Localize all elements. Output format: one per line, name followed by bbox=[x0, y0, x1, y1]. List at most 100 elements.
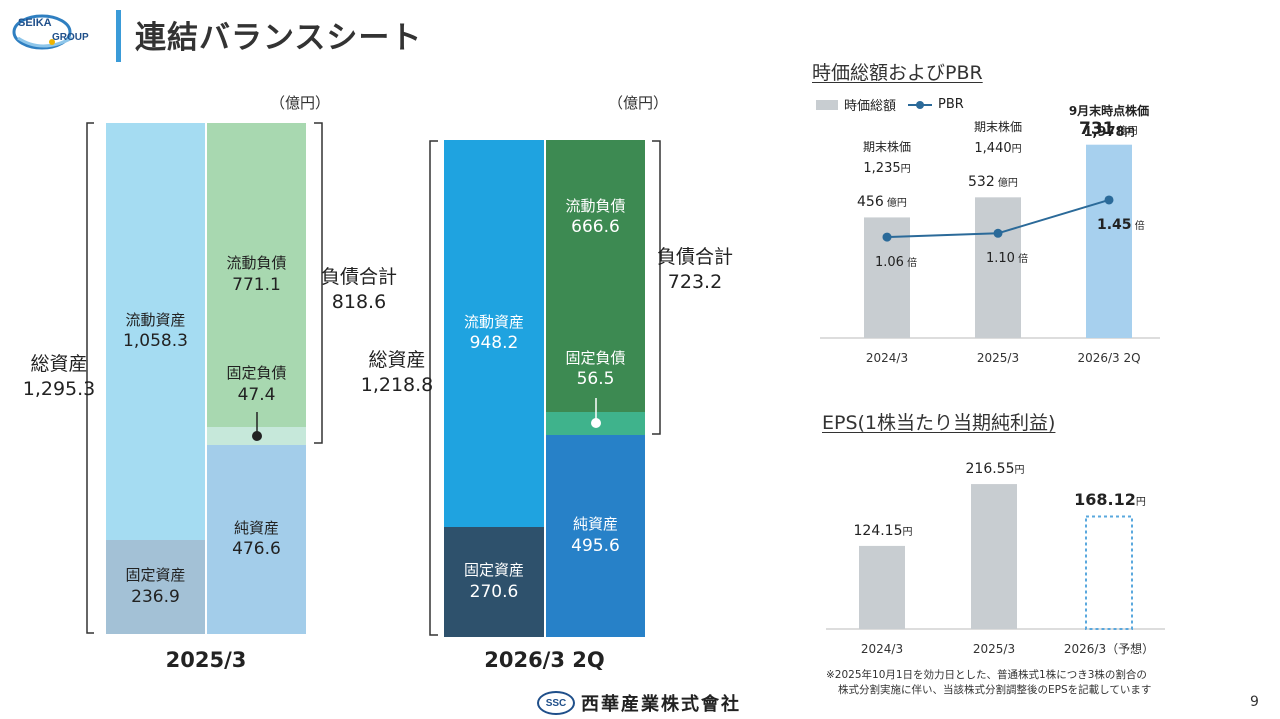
bs1-unit: （億円） bbox=[270, 94, 331, 112]
market-cap-value-label: 456 億円 bbox=[857, 194, 907, 211]
bs2-fixed-assets-label: 固定資産 bbox=[463, 561, 524, 580]
bs1-fixed-assets: 固定資産 236.9 bbox=[106, 540, 205, 634]
stock-price-label: 期末株価 bbox=[862, 140, 911, 155]
bs1-current-assets-label: 流動資産 bbox=[125, 310, 186, 329]
eps-bar bbox=[859, 545, 905, 629]
bs2-current-assets: 流動資産 948.2 bbox=[444, 140, 544, 527]
mc-x-label: 2024/3 bbox=[866, 351, 908, 365]
highlight-price-block: 9月末時点株価 1,978円 bbox=[1054, 103, 1164, 142]
eps-x-label: 2025/3 bbox=[973, 642, 1015, 656]
pbr-value-label: 1.06 倍 bbox=[875, 255, 918, 271]
bs1-total-liab-label: 負債合計 bbox=[320, 266, 397, 288]
bs2-total-liabilities: 負債合計 723.2 bbox=[650, 245, 740, 294]
legend-line-swatch bbox=[908, 100, 933, 109]
eps-value-label: 168.12円 bbox=[1074, 490, 1146, 510]
pbr-point bbox=[1104, 195, 1114, 205]
bs2-net-assets: 純資産 495.6 bbox=[546, 435, 645, 637]
mc-x-label: 2025/3 bbox=[977, 351, 1019, 365]
logo-text-bottom: GROUP bbox=[52, 32, 89, 43]
bs2-total-assets-value: 1,218.8 bbox=[360, 373, 434, 396]
bs2-assets-bracket bbox=[429, 140, 438, 636]
legend-line-label: PBR bbox=[938, 97, 964, 112]
legend-bar-label: 時価総額 bbox=[844, 99, 897, 114]
market-cap-legend: 時価総額 PBR bbox=[816, 95, 964, 114]
pbr-value-label: 1.10 倍 bbox=[986, 251, 1029, 267]
bs1-assets-bracket bbox=[86, 122, 94, 634]
bs1-fixed-liabilities: 固定負債 47.4 bbox=[207, 360, 306, 410]
bs1-fixed-liab-pointer bbox=[252, 412, 262, 441]
page-title: 連結バランスシート bbox=[135, 20, 423, 56]
company-name: 西華産業株式會社 bbox=[581, 694, 741, 715]
market-cap-bar bbox=[975, 197, 1021, 338]
seika-group-logo: SEIKA GROUP bbox=[12, 8, 107, 54]
market-cap-labels: 456 億円 1.06 倍 期末株価 1,235円 532 億円 1.10 倍 期末株価 1,… bbox=[805, 100, 1165, 380]
bs1-net-assets-label: 純資産 bbox=[233, 518, 279, 537]
bs2-caption: 2026/3 2Q bbox=[484, 648, 605, 672]
bs1-fixed-liab-value: 47.4 bbox=[237, 384, 276, 405]
bs2-current-liab-label: 流動負債 bbox=[565, 197, 626, 215]
eps-value-label: 124.15円 bbox=[853, 522, 913, 539]
eps-labels: 124.15円 216.55円 168.12円 bbox=[822, 440, 1167, 670]
bs2-total-liab-label: 負債合計 bbox=[656, 246, 733, 268]
stock-price-label: 期末株価 bbox=[973, 120, 1022, 135]
eps-bar bbox=[971, 484, 1017, 629]
eps-value-label: 216.55円 bbox=[965, 461, 1025, 478]
eps-x-label: 2024/3 bbox=[861, 642, 903, 656]
bs1-net-assets-value: 476.6 bbox=[232, 539, 281, 560]
pbr-point bbox=[993, 228, 1003, 238]
eps-note: ※2025年10月1日を効力日とした、普通株式1株につき3株の割合の 株式分割実… bbox=[826, 668, 1151, 697]
bs1-total-liabilities: 負債合計 818.6 bbox=[314, 265, 404, 314]
bs1-fixed-liab-label: 固定負債 bbox=[226, 364, 287, 383]
bs1-net-assets: 純資産 476.6 bbox=[207, 445, 306, 634]
bs1-current-assets-value: 1,058.3 bbox=[123, 331, 188, 352]
stock-price-value: 1,440円 bbox=[974, 140, 1022, 156]
bs2-net-assets-label: 純資産 bbox=[572, 515, 618, 534]
stock-price-block: 期末株価 1,235円 bbox=[857, 139, 917, 177]
bs1-total-assets: 総資産 1,295.3 bbox=[14, 352, 104, 401]
market-cap-chart: 2024/3 2025/3 2026/3 2Q bbox=[820, 144, 1160, 365]
company-logo: SSC bbox=[537, 691, 575, 715]
bs2-total-assets-label: 総資産 bbox=[368, 349, 426, 371]
bs1-total-assets-value: 1,295.3 bbox=[22, 377, 96, 400]
bs1-fixed-assets-label: 固定資産 bbox=[125, 566, 186, 585]
eps-note-line2: 株式分割実施に伴い、当該株式分割調整後のEPSを記載しています bbox=[838, 683, 1152, 696]
eps-chart: 2024/3 2025/3 2026/3（予想） bbox=[826, 484, 1165, 656]
legend-bar-swatch bbox=[816, 99, 838, 110]
title-accent-bar bbox=[116, 10, 121, 62]
eps-x-label: 2026/3（予想） bbox=[1064, 641, 1154, 656]
highlight-price-value: 1,978円 bbox=[1083, 124, 1135, 140]
bs1-current-liab-value: 771.1 bbox=[232, 274, 281, 295]
bs1-current-assets: 流動資産 1,058.3 bbox=[106, 123, 205, 540]
bs2-fixed-assets-value: 270.6 bbox=[469, 581, 519, 602]
bs1-caption: 2025/3 bbox=[165, 648, 247, 672]
market-cap-title: 時価総額およびPBR bbox=[812, 62, 983, 84]
bs2-current-assets-label: 流動資産 bbox=[463, 312, 524, 331]
bs1-total-liab-value: 818.6 bbox=[331, 290, 387, 313]
stock-price-block: 期末株価 1,440円 bbox=[968, 119, 1028, 157]
bs2-fixed-assets: 固定資産 270.6 bbox=[444, 527, 544, 637]
mc-x-label: 2026/3 2Q bbox=[1077, 351, 1140, 365]
bs2-liab-bracket bbox=[652, 140, 661, 435]
bs2-total-liab-value: 723.2 bbox=[667, 270, 723, 293]
bs2-fixed-liab-value: 56.5 bbox=[576, 369, 615, 390]
bs2-fixed-liab-pointer bbox=[591, 398, 601, 428]
page-number: 9 bbox=[1250, 694, 1259, 710]
bs1-liab-bracket bbox=[314, 122, 323, 444]
bs2-net-assets-value: 495.6 bbox=[571, 535, 620, 556]
bs2-total-assets: 総資産 1,218.8 bbox=[352, 348, 442, 397]
eps-bar-forecast bbox=[1085, 515, 1133, 630]
bs2-fixed-liab-label: 固定負債 bbox=[565, 349, 626, 367]
bs1-total-assets-label: 総資産 bbox=[30, 353, 88, 375]
bs2-current-liab-value: 666.6 bbox=[571, 217, 620, 238]
eps-note-line1: ※2025年10月1日を効力日とした、普通株式1株につき3株の割合の bbox=[826, 669, 1147, 681]
bs2-current-liabilities: 流動負債 666.6 固定負債 56.5 bbox=[546, 140, 645, 412]
bs1-current-liab-label: 流動負債 bbox=[226, 254, 287, 273]
market-cap-bar bbox=[1086, 144, 1132, 338]
company-footer: SSC 西華産業株式會社 bbox=[537, 690, 741, 716]
stock-price-value: 1,235円 bbox=[863, 160, 911, 176]
bs2-current-assets-value: 948.2 bbox=[469, 333, 519, 354]
bs2-unit: （億円） bbox=[608, 94, 669, 112]
bs1-current-liabilities: 流動負債 771.1 bbox=[207, 123, 306, 427]
highlight-price-label: 9月末時点株価 bbox=[1068, 104, 1150, 118]
market-cap-value-label: 532 億円 bbox=[968, 174, 1018, 191]
